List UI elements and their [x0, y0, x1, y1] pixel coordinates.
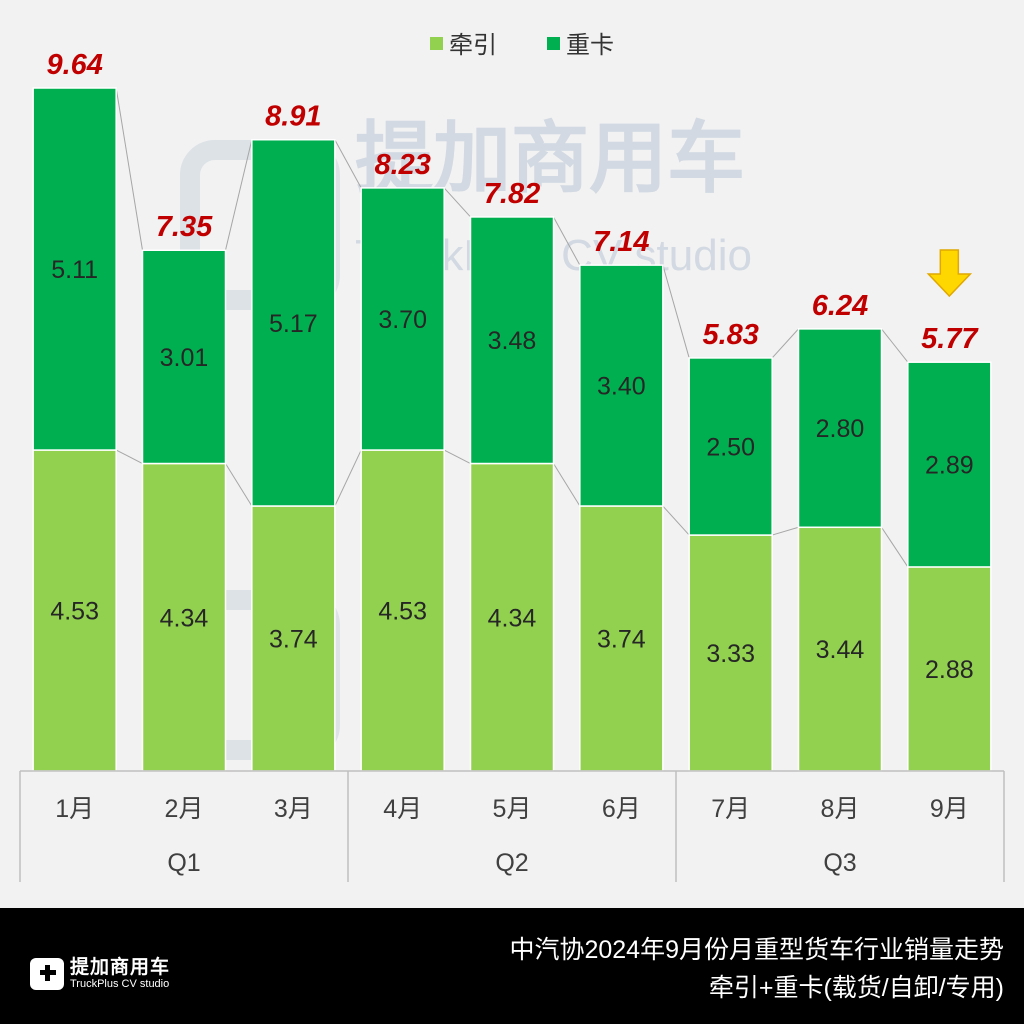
- total-label: 8.91: [265, 101, 321, 133]
- total-label: 7.35: [156, 211, 213, 243]
- total-label: 6.24: [812, 290, 868, 322]
- total-label: 5.83: [702, 319, 758, 351]
- bar-traction: [907, 566, 992, 772]
- data-label-traction: 3.33: [706, 640, 755, 668]
- x-group-label: Q2: [495, 849, 528, 877]
- footer-title: 中汽协2024年9月份月重型货车行业销量走势: [509, 936, 1004, 964]
- total-label: 7.82: [484, 178, 540, 210]
- segment-connector-line: [662, 505, 690, 536]
- bar-traction: [688, 534, 773, 772]
- legend-label-0: 牵引: [449, 32, 497, 59]
- brand-logo: 提加商用车 TruckPlus CV studio: [30, 958, 170, 990]
- segment-connector-line: [553, 463, 581, 507]
- data-label-traction: 3.74: [597, 626, 646, 654]
- bar-traction: [797, 526, 883, 772]
- down-arrow-icon: [926, 249, 973, 298]
- data-label-traction: 3.74: [269, 626, 318, 654]
- bar-heavy-truck: [32, 87, 117, 451]
- data-label-traction: 3.44: [816, 636, 865, 664]
- data-label-traction: 2.88: [925, 656, 974, 684]
- segment-connector-line: [225, 463, 253, 507]
- segment-connector-line: [772, 526, 799, 536]
- data-label-traction: 4.34: [488, 604, 537, 632]
- logo-icon: [30, 958, 64, 990]
- data-label-heavy-truck: 2.80: [816, 415, 865, 443]
- bar-traction: [141, 462, 227, 772]
- footer-banner: 提加商用车 TruckPlus CV studio 中汽协2024年9月份月重型…: [0, 908, 1024, 1024]
- data-label-heavy-truck: 5.17: [269, 310, 318, 338]
- total-connector-line: [771, 328, 799, 359]
- data-label-traction: 4.53: [50, 598, 99, 626]
- x-tick-label: 6月: [602, 795, 641, 823]
- data-label-heavy-truck: 3.48: [488, 327, 537, 355]
- segment-connector-line: [334, 449, 362, 507]
- segment-connector-line: [881, 526, 909, 568]
- bar-heavy-truck: [579, 264, 664, 507]
- total-connector-line: [334, 139, 362, 189]
- bar-heavy-truck: [907, 361, 992, 568]
- total-connector-line: [443, 187, 471, 218]
- total-connector-line: [115, 87, 143, 251]
- bar-traction: [469, 462, 555, 772]
- total-label: 8.23: [374, 149, 430, 181]
- legend-swatch-1: [547, 37, 560, 50]
- x-tick-label: 8月: [821, 795, 860, 823]
- data-label-heavy-truck: 3.70: [378, 306, 427, 334]
- data-label-heavy-truck: 2.89: [925, 452, 974, 480]
- segment-connector-line: [115, 449, 143, 464]
- legend-swatch-0: [430, 37, 443, 50]
- bar-heavy-truck: [360, 187, 445, 451]
- bar-traction: [579, 505, 664, 772]
- x-tick-label: 5月: [493, 795, 532, 823]
- data-label-heavy-truck: 3.01: [160, 344, 209, 372]
- segment-connector-line: [443, 449, 471, 464]
- total-connector-line: [553, 216, 581, 266]
- x-group-label: Q3: [823, 849, 856, 877]
- x-tick-label: 2月: [165, 795, 204, 823]
- data-label-traction: 4.53: [378, 598, 427, 626]
- bar-traction: [360, 449, 445, 772]
- data-label-heavy-truck: 2.50: [706, 434, 755, 462]
- x-tick-label: 1月: [55, 795, 94, 823]
- total-label: 9.64: [46, 49, 102, 81]
- total-connector-line: [662, 264, 690, 359]
- x-tick-label: 9月: [930, 795, 969, 823]
- data-label-heavy-truck: 5.11: [51, 256, 98, 284]
- x-tick-label: 7月: [711, 795, 750, 823]
- legend-label-1: 重卡: [566, 32, 614, 59]
- data-label-traction: 4.34: [160, 604, 209, 632]
- footer-subtitle: 牵引+重卡(载货/自卸/专用): [708, 974, 1004, 1002]
- logo-en: TruckPlus CV studio: [70, 978, 170, 990]
- data-label-heavy-truck: 3.40: [597, 373, 646, 401]
- bar-heavy-truck: [797, 328, 883, 529]
- x-group-label: Q1: [167, 849, 200, 877]
- total-connector-line: [881, 328, 909, 363]
- bar-heavy-truck: [469, 216, 555, 465]
- bar-heavy-truck: [251, 138, 336, 507]
- logo-cn: 提加商用车: [70, 957, 171, 978]
- total-label: 5.77: [921, 323, 979, 355]
- bar-traction: [32, 449, 117, 772]
- bar-heavy-truck: [688, 357, 773, 536]
- bar-heavy-truck: [141, 249, 227, 465]
- total-connector-line: [225, 139, 253, 251]
- x-tick-label: 3月: [274, 795, 313, 823]
- x-tick-label: 4月: [383, 795, 422, 823]
- total-label: 7.14: [593, 226, 649, 258]
